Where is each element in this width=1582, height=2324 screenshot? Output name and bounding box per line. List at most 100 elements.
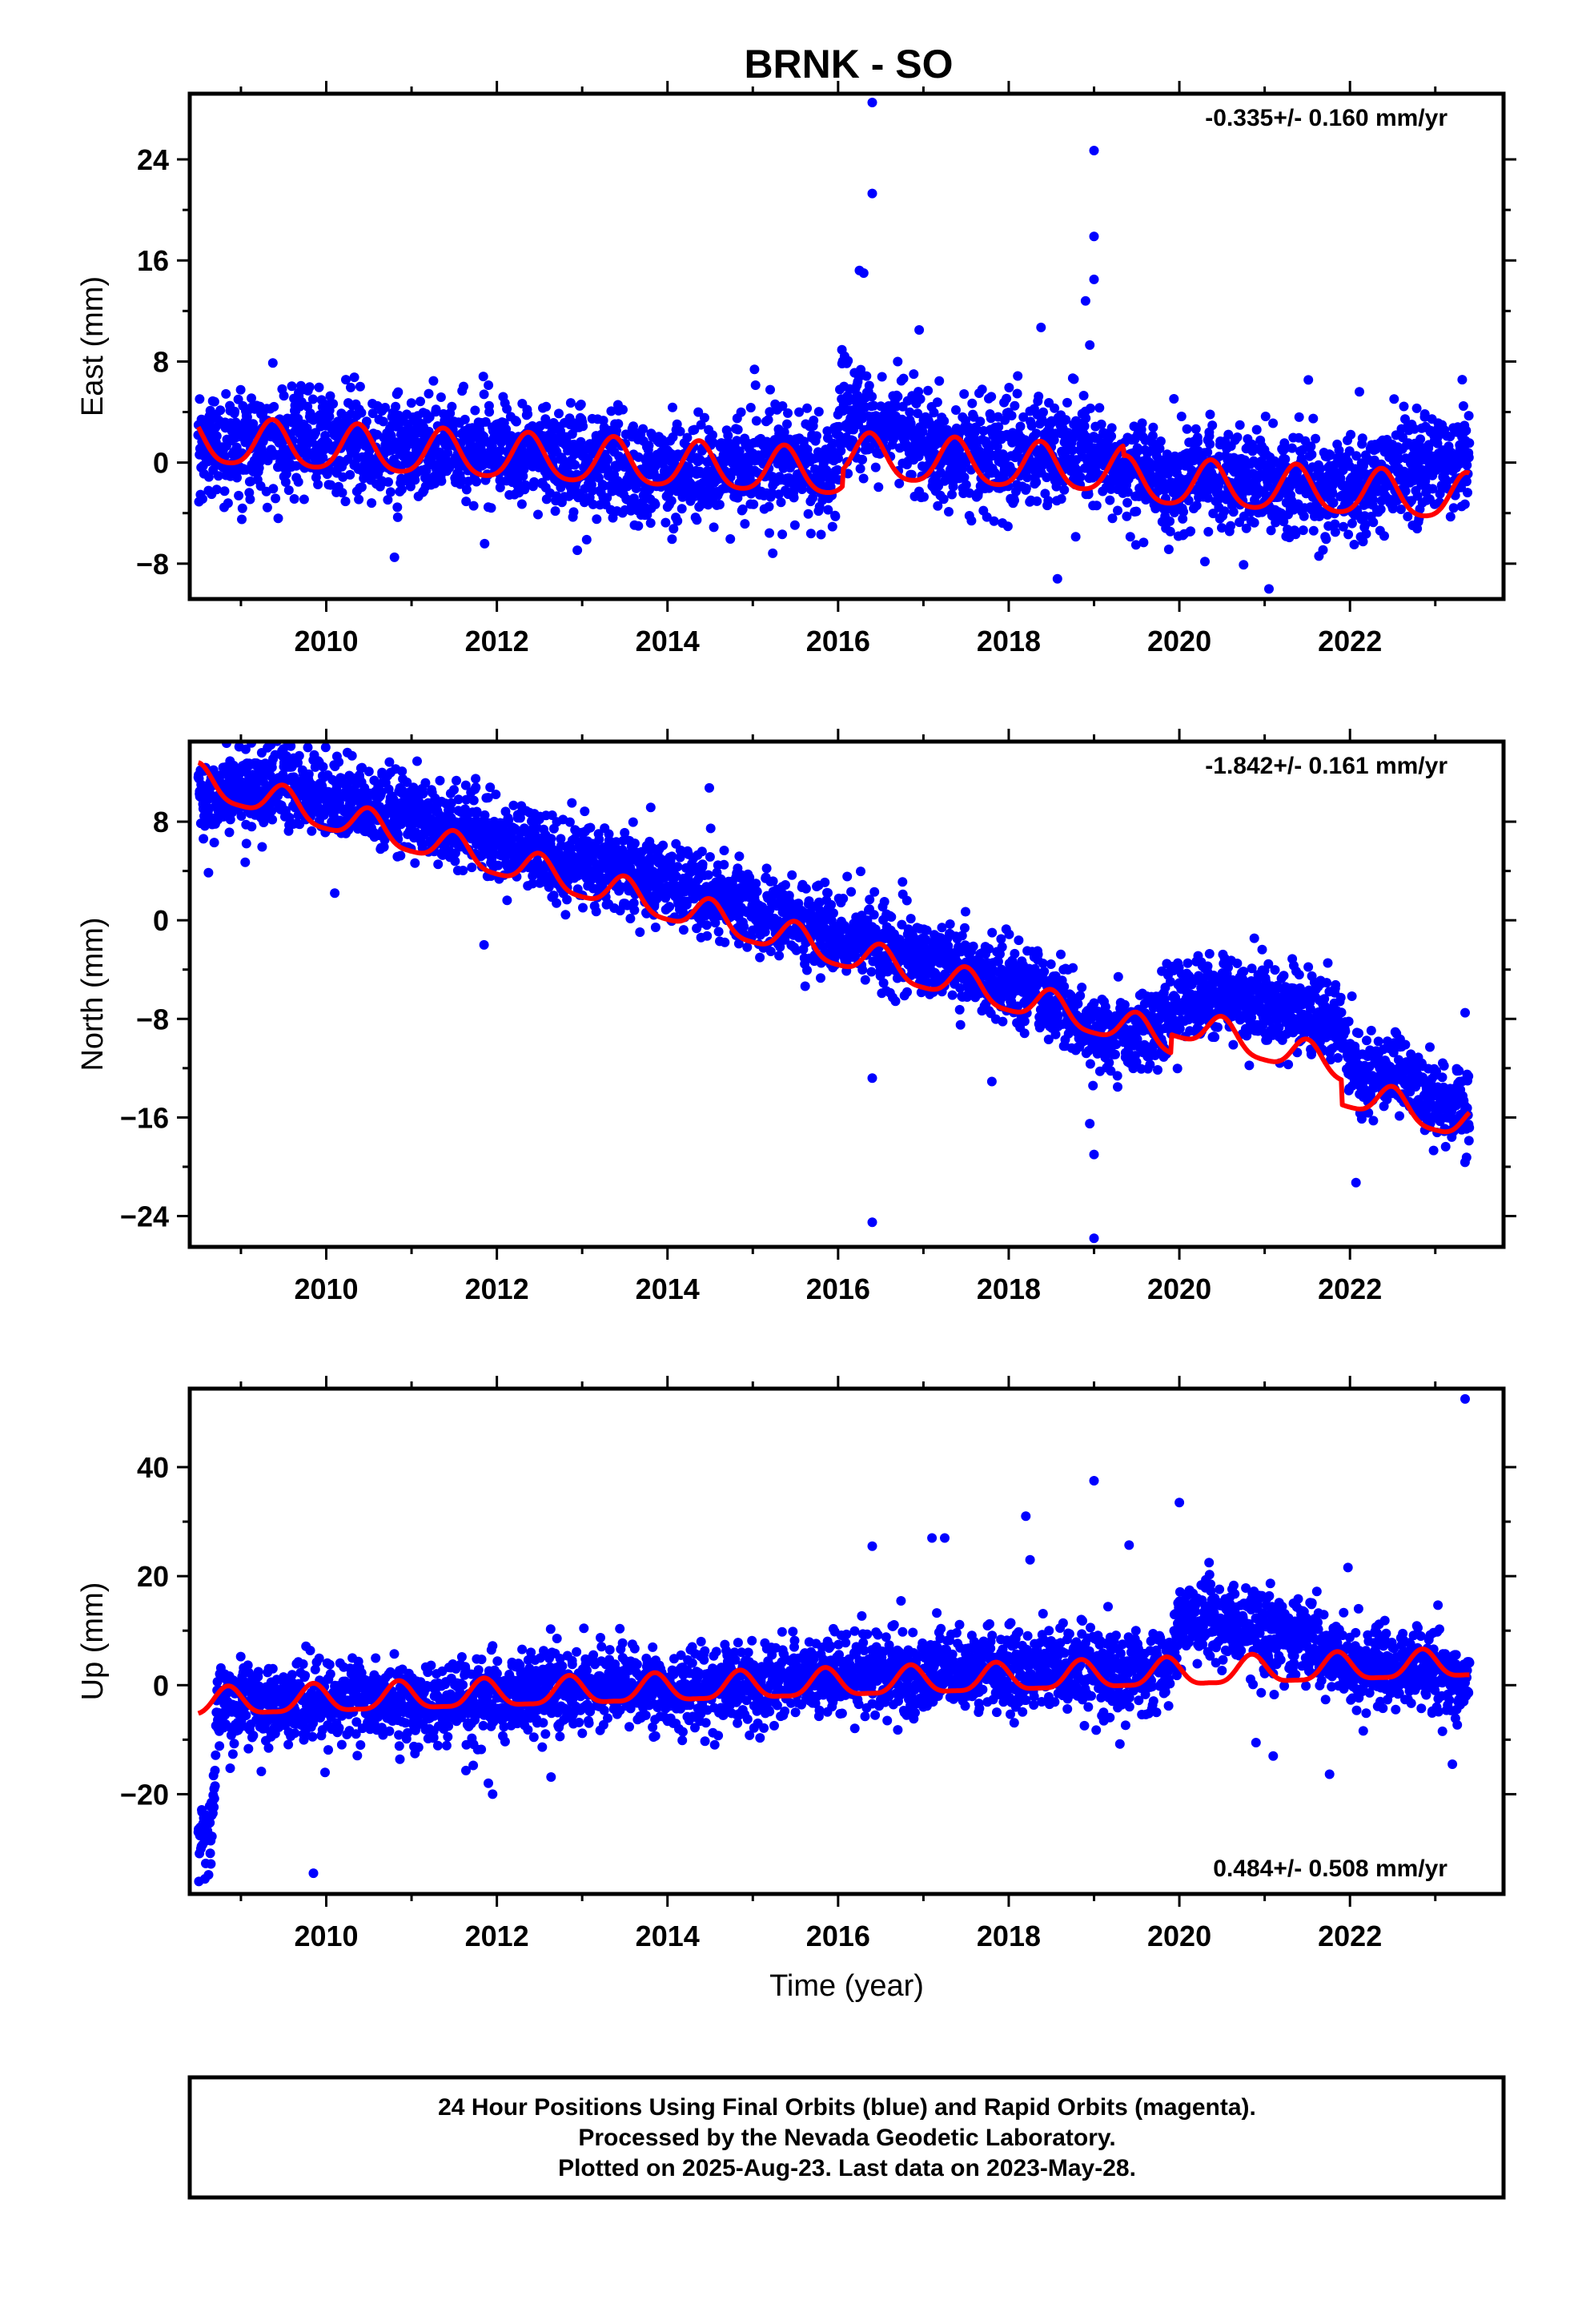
east-data-point <box>1106 423 1117 433</box>
north-data-point <box>458 866 468 875</box>
east-data-point <box>341 375 351 385</box>
north-data-point <box>567 798 577 808</box>
east-data-point <box>734 446 745 456</box>
east-x-tick-label: 2010 <box>294 625 358 657</box>
east-data-point <box>244 432 255 442</box>
north-data-point <box>446 798 456 808</box>
east-data-point <box>975 416 986 427</box>
east-data-point <box>1122 511 1132 521</box>
east-data-point <box>1291 529 1301 540</box>
east-data-point <box>745 403 756 412</box>
east-data-point <box>392 502 403 513</box>
east-data-point <box>777 401 788 411</box>
north-data-point <box>240 744 251 754</box>
east-data-point <box>1169 394 1179 404</box>
north-data-point <box>645 802 656 813</box>
east-data-point <box>1129 421 1139 432</box>
east-outlier-point <box>914 325 925 335</box>
east-data-point <box>708 437 718 448</box>
east-data-point <box>443 448 453 458</box>
east-data-point <box>269 401 279 412</box>
east-data-point <box>1165 516 1175 526</box>
north-data-point <box>552 898 562 908</box>
east-data-point <box>919 492 929 502</box>
east-data-point <box>905 418 916 428</box>
north-data-point <box>628 817 638 827</box>
east-data-point <box>1379 531 1389 541</box>
east-data-point <box>1294 412 1304 422</box>
east-data-point <box>554 408 564 419</box>
east-data-point <box>633 521 644 531</box>
east-data-point <box>501 424 512 434</box>
east-data-point <box>1330 519 1340 529</box>
east-data-point <box>349 372 359 383</box>
east-data-point <box>992 441 1002 452</box>
east-data-point <box>385 487 396 497</box>
east-data-point <box>581 534 592 545</box>
east-outlier-point <box>389 552 400 562</box>
north-data-point <box>267 806 277 816</box>
east-data-point <box>235 384 246 395</box>
north-data-point <box>224 827 235 838</box>
north-data-point <box>420 778 431 788</box>
east-data-point <box>529 476 540 487</box>
east-data-point <box>708 430 717 440</box>
east-data-point <box>1308 525 1319 536</box>
east-data-point <box>592 514 602 525</box>
east-data-point <box>431 404 441 415</box>
east-data-point <box>650 499 661 509</box>
east-rate-label: -0.335+/- 0.160 mm/yr <box>1205 105 1447 131</box>
east-data-point <box>813 407 824 417</box>
east-data-point <box>247 393 256 404</box>
east-data-point <box>1249 517 1259 528</box>
north-data-point <box>396 850 406 861</box>
east-data-point <box>965 488 974 498</box>
east-data-point <box>1155 436 1166 446</box>
east-data-point <box>211 431 222 441</box>
east-data-point <box>1368 517 1379 528</box>
east-data-point <box>1138 537 1149 548</box>
east-data-point <box>461 485 472 495</box>
north-data-point <box>629 905 640 915</box>
north-data-point <box>334 757 344 767</box>
east-data-point <box>1015 421 1026 432</box>
east-data-point <box>1358 537 1368 547</box>
east-data-point <box>346 382 355 392</box>
east-data-point <box>1086 403 1095 413</box>
east-data-point <box>1308 413 1319 424</box>
east-data-point <box>1081 413 1091 424</box>
east-data-point <box>512 416 521 427</box>
east-data-point <box>751 416 761 426</box>
east-data-point <box>393 387 404 397</box>
east-data-point <box>293 476 303 487</box>
east-data-point <box>354 494 364 505</box>
east-data-point <box>1280 454 1291 464</box>
east-data-point <box>789 493 799 503</box>
east-data-point <box>459 381 468 392</box>
north-data-point <box>472 806 482 817</box>
east-data-point <box>618 404 628 415</box>
east-data-point <box>668 432 678 442</box>
east-data-point <box>1327 487 1338 497</box>
east-data-point <box>1357 433 1367 444</box>
east-data-point <box>304 382 315 392</box>
east-data-point <box>1148 422 1158 432</box>
east-data-point <box>809 416 819 425</box>
east-data-point <box>1012 388 1022 399</box>
east-outlier-point <box>1264 584 1274 594</box>
east-data-point <box>541 401 552 412</box>
east-data-point <box>750 380 761 390</box>
east-data-point <box>1403 512 1413 521</box>
east-data-point <box>1207 420 1218 431</box>
east-data-point <box>782 419 792 429</box>
east-data-point <box>1059 485 1070 495</box>
east-data-point <box>805 529 816 539</box>
north-data-point <box>267 814 278 825</box>
east-data-point <box>932 397 942 408</box>
east-data-point <box>736 407 746 417</box>
east-data-point <box>977 384 987 395</box>
north-data-point <box>396 818 407 829</box>
north-data-point <box>433 859 444 870</box>
east-data-point <box>923 385 934 396</box>
